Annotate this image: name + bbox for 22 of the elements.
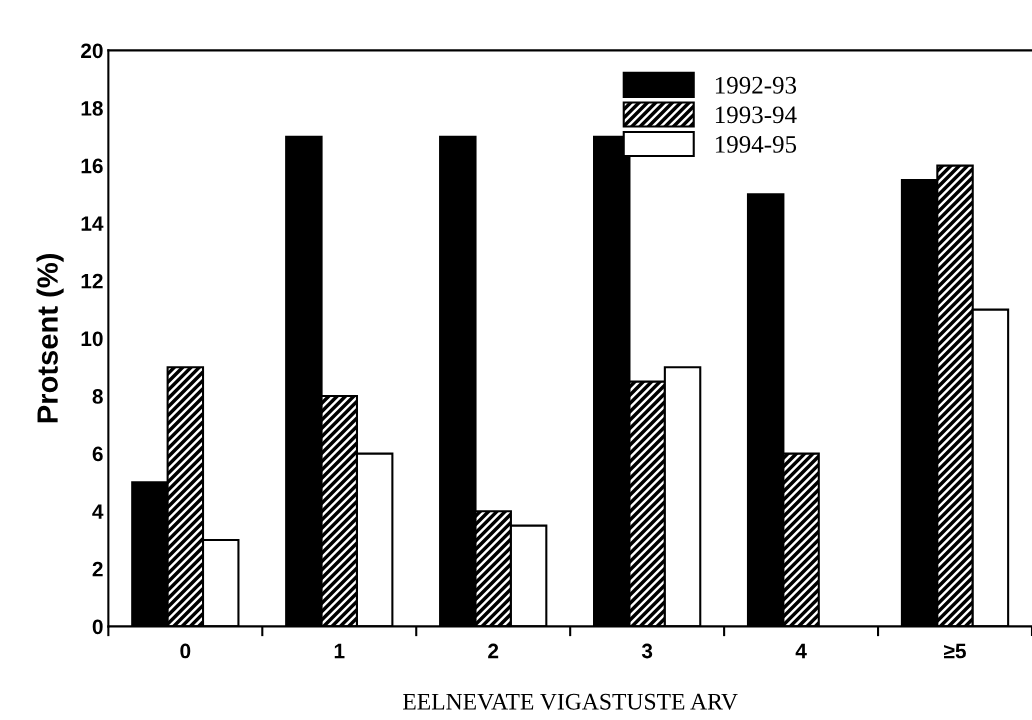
y-tick-label: 16 <box>81 158 103 174</box>
x-tick-label: 2 <box>488 643 499 659</box>
y-tick-label: 4 <box>92 504 104 519</box>
y-tick-label: 0 <box>92 619 103 635</box>
x-tick-label: 3 <box>641 643 653 659</box>
y-tick-label: 8 <box>92 389 103 404</box>
legend-label: 1994-95 <box>715 135 797 153</box>
x-tick-label: ≥5 <box>944 643 966 659</box>
x-tick-label: 1 <box>334 643 345 659</box>
y-tick-label: 12 <box>81 273 103 289</box>
legend-label: 1992-93 <box>715 76 797 94</box>
y-tick-label: 2 <box>92 561 103 577</box>
y-tick-label: 10 <box>81 331 103 347</box>
y-tick-label: 14 <box>81 216 104 231</box>
legend-label: 1993-94 <box>715 106 797 124</box>
y-tick-label: 20 <box>81 43 103 59</box>
x-axis-title: EELNEVATE VIGASTUSTE ARV <box>403 693 738 710</box>
y-tick-label: 6 <box>92 446 103 462</box>
x-tick-label: 0 <box>180 643 191 659</box>
x-tick-label: 4 <box>795 643 807 659</box>
y-tick-label: 18 <box>81 101 103 116</box>
y-axis-title: Protsent (%) <box>36 253 64 423</box>
